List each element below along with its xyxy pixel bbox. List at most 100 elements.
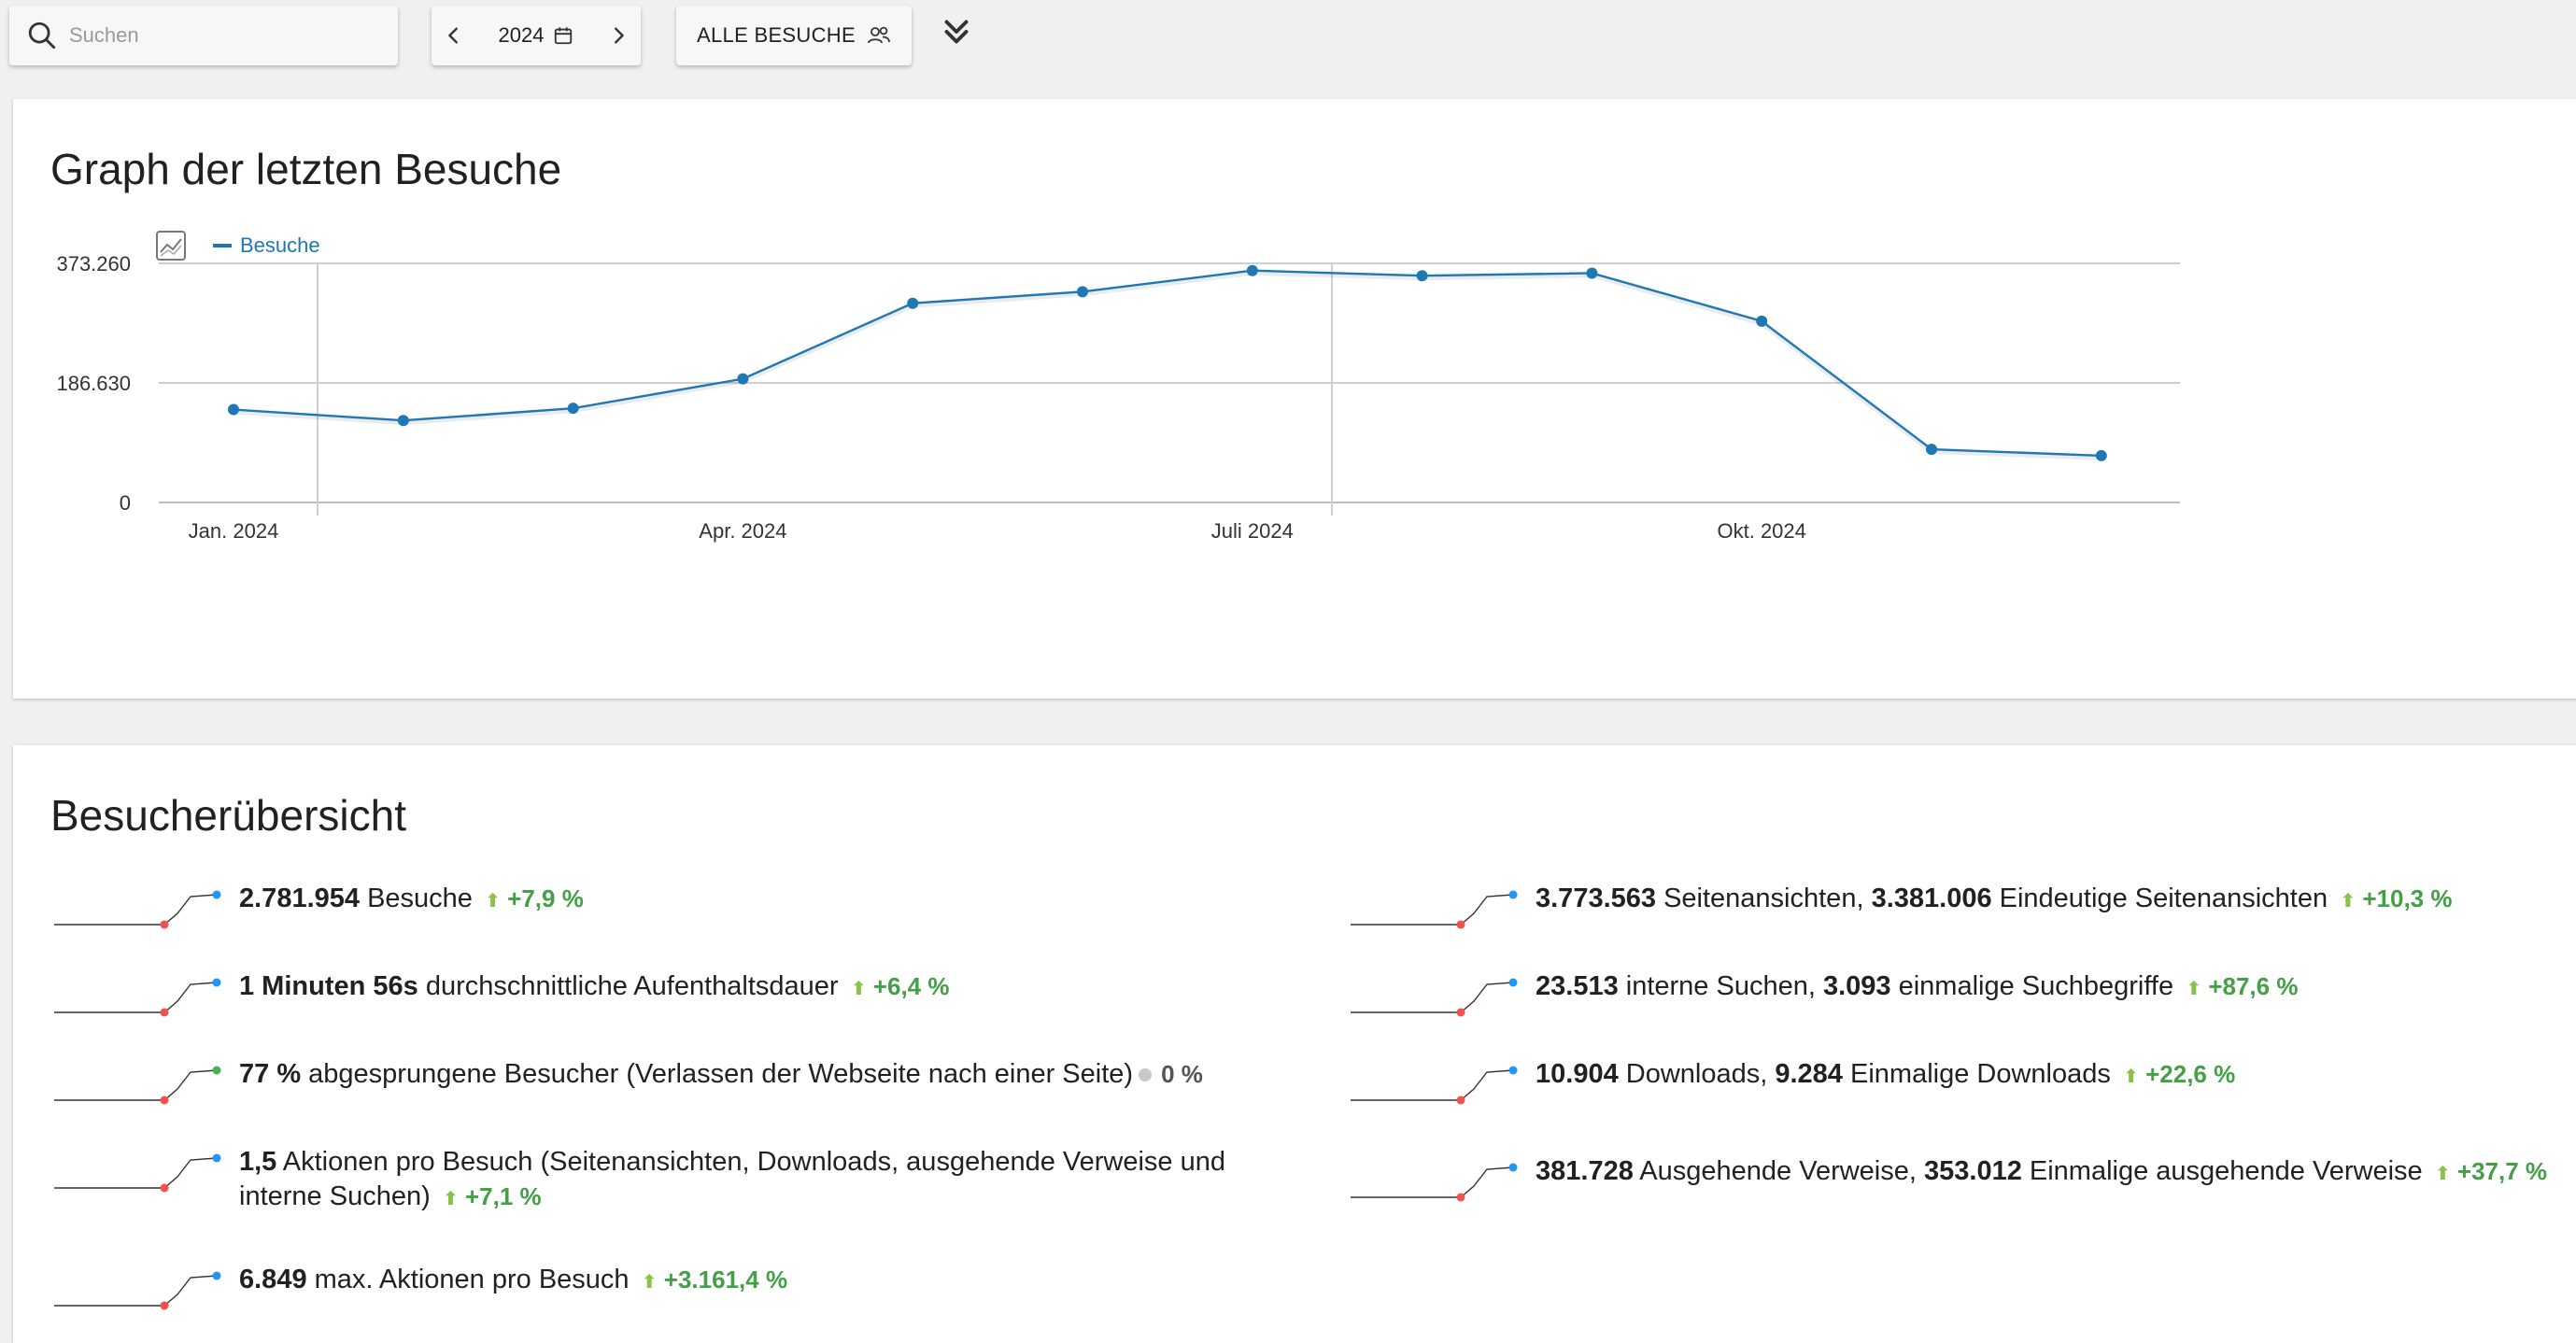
metric-label: Downloads, (1618, 1059, 1776, 1089)
trend-value: 0 % (1161, 1060, 1203, 1088)
trend-indicator: ⬆ +87,6 % (2179, 972, 2298, 1000)
metric-label: max. Aktionen pro Besuch (306, 1265, 630, 1294)
double-chevron-down-icon[interactable] (940, 15, 973, 49)
arrow-up-icon: ⬆ (2340, 891, 2357, 912)
sparkline[interactable] (1349, 1052, 1526, 1108)
arrow-up-icon: ⬆ (485, 891, 501, 912)
arrow-up-icon: ⬆ (641, 1272, 658, 1293)
sparkline[interactable] (52, 876, 230, 932)
previous-period-button[interactable] (432, 6, 476, 65)
graph-title: Graph der letzten Besuche (50, 145, 562, 193)
trend-indicator: ⬆ +3.161,4 % (635, 1265, 788, 1294)
legend-label: Besuche (240, 233, 320, 257)
trend-value: +3.161,4 % (657, 1265, 788, 1294)
metric-value: 6.849 (239, 1265, 307, 1294)
overview-metric-row: 6.849 max. Aktionen pro Besuch ⬆ +3.161,… (52, 1257, 1267, 1313)
trend-value: +10,3 % (2356, 884, 2453, 912)
data-point (2095, 449, 2107, 461)
segment-label: ALLE BESUCHE (697, 23, 856, 47)
chevron-right-icon (615, 27, 624, 44)
trend-value: +7,9 % (500, 884, 584, 912)
metric-text: 23.513 interne Suchen, 3.093 einmalige S… (1536, 969, 2298, 1007)
data-point (1756, 315, 1768, 327)
calendar-icon (555, 27, 573, 45)
segment-selector-button[interactable]: ALLE BESUCHE (676, 6, 912, 65)
trend-indicator: ⬆ +22,6 % (2116, 1060, 2235, 1088)
metric-label: Besuche (360, 884, 473, 913)
data-point (228, 403, 239, 416)
trend-indicator: ⬆ +7,1 % (436, 1182, 542, 1210)
data-point (1246, 264, 1258, 276)
period-selector: 2024 (432, 6, 641, 65)
chevron-left-icon (448, 27, 458, 44)
neutral-dot-icon (1139, 1068, 1153, 1081)
metric-label: Aktionen pro Besuch (Seitenansichten, Do… (239, 1147, 1226, 1211)
trend-value: +7,1 % (458, 1182, 542, 1210)
data-point (1077, 286, 1088, 298)
data-point (567, 403, 579, 415)
search-input[interactable] (67, 22, 389, 49)
metric-label: Einmalige Downloads (1842, 1059, 2111, 1089)
trend-value: +37,7 % (2450, 1157, 2548, 1185)
sparkline[interactable] (1349, 1149, 1526, 1205)
arrow-up-icon: ⬆ (850, 979, 867, 999)
metric-text: 6.849 max. Aktionen pro Besuch ⬆ +3.161,… (239, 1263, 787, 1300)
trend-indicator: ⬆ +10,3 % (2333, 884, 2452, 912)
legend-item-besuche[interactable]: Besuche (213, 233, 320, 257)
year-picker[interactable]: 2024 (499, 23, 574, 48)
metric-label: einmalige Suchbegriffe (1890, 971, 2174, 1001)
data-point (1586, 267, 1598, 279)
visitor-overview-card: Besucherübersicht 2.781.954 Besuche ⬆ +7… (13, 745, 2576, 1343)
trend-value: +6,4 % (866, 972, 950, 1000)
trend-indicator-neutral: 0 % (1139, 1060, 1203, 1088)
metric-label: Seitenansichten, (1656, 884, 1872, 913)
overview-metric-row: 381.728 Ausgehende Verweise, 353.012 Ein… (1349, 1149, 2576, 1205)
users-icon (868, 26, 890, 44)
sparkline[interactable] (52, 1139, 230, 1195)
metric-label: abgesprungene Besucher (Verlassen der We… (301, 1059, 1134, 1089)
series-line-besuche (233, 269, 2102, 458)
y-tick-label: 373.260 (56, 252, 131, 276)
overview-metric-row: 10.904 Downloads, 9.284 Einmalige Downlo… (1349, 1052, 2576, 1108)
sparkline[interactable] (52, 1052, 230, 1108)
arrow-up-icon: ⬆ (442, 1189, 459, 1209)
metric-text: 1,5 Aktionen pro Besuch (Seitenansichten… (239, 1145, 1267, 1217)
metric-value: 10.904 (1536, 1059, 1619, 1089)
x-tick-label: Okt. 2024 (1718, 519, 1806, 543)
data-point (1416, 270, 1428, 282)
y-tick-label: 186.630 (56, 372, 131, 395)
metric-text: 10.904 Downloads, 9.284 Einmalige Downlo… (1536, 1057, 2235, 1095)
arrow-up-icon: ⬆ (2434, 1164, 2451, 1184)
sparkline[interactable] (52, 964, 230, 1020)
year-label: 2024 (498, 23, 545, 47)
overview-metric-row: 1 Minuten 56s durchschnittliche Aufentha… (52, 964, 1267, 1020)
arrow-up-icon: ⬆ (2186, 979, 2202, 999)
overview-metric-row: 2.781.954 Besuche ⬆ +7,9 % (52, 876, 1267, 932)
metric-label: Eindeutige Seitenansichten (1991, 884, 2328, 913)
data-point (737, 373, 749, 385)
sparkline[interactable] (52, 1257, 230, 1313)
search-box[interactable] (9, 6, 398, 65)
chart-type-icon[interactable] (156, 231, 186, 261)
metric-value: 77 % (239, 1059, 302, 1089)
metric-label: durchschnittliche Aufenthaltsdauer (418, 971, 839, 1001)
metric-text: 381.728 Ausgehende Verweise, 353.012 Ein… (1536, 1154, 2547, 1192)
overview-metric-row: 23.513 interne Suchen, 3.093 einmalige S… (1349, 964, 2576, 1020)
metric-label: interne Suchen, (1618, 971, 1823, 1001)
metric-value: 9.284 (1775, 1059, 1843, 1089)
sparkline[interactable] (1349, 964, 1526, 1020)
sparkline[interactable] (1349, 876, 1526, 932)
arrow-up-icon: ⬆ (2123, 1067, 2139, 1087)
trend-indicator: ⬆ +37,7 % (2428, 1157, 2547, 1185)
x-tick-label: Apr. 2024 (699, 519, 786, 543)
y-tick-label: 0 (120, 491, 131, 515)
next-period-button[interactable] (596, 6, 641, 65)
metric-text: 3.773.563 Seitenansichten, 3.381.006 Ein… (1536, 882, 2452, 919)
metric-value: 3.773.563 (1536, 884, 1657, 913)
overview-metric-row: 1,5 Aktionen pro Besuch (Seitenansichten… (52, 1139, 1267, 1217)
metric-label: Ausgehende Verweise, (1633, 1156, 1924, 1186)
metric-label: Einmalige ausgehende Verweise (2021, 1156, 2423, 1186)
overview-title: Besucherübersicht (50, 791, 406, 840)
metric-text: 2.781.954 Besuche ⬆ +7,9 % (239, 882, 584, 919)
data-point (907, 297, 919, 309)
